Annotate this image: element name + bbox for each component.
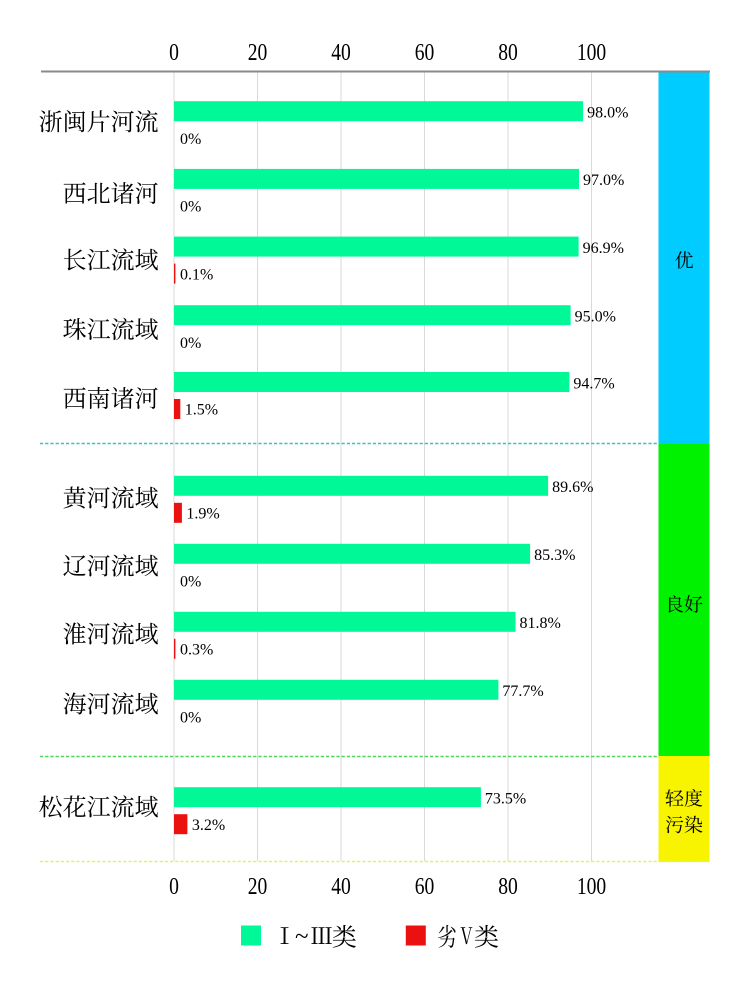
svg-text:0%: 0% [180, 199, 201, 216]
svg-text:40: 40 [331, 38, 351, 66]
svg-text:94.7%: 94.7% [573, 375, 614, 392]
svg-text:3.2%: 3.2% [192, 817, 225, 834]
svg-text:100: 100 [577, 872, 606, 900]
svg-text:~: ~ [295, 923, 309, 950]
svg-text:1.5%: 1.5% [185, 402, 218, 419]
svg-text:95.0%: 95.0% [575, 309, 616, 326]
svg-text:100: 100 [577, 38, 606, 66]
svg-text:81.8%: 81.8% [520, 615, 561, 632]
svg-text:20: 20 [248, 38, 268, 66]
svg-text:85.3%: 85.3% [534, 547, 575, 564]
svg-text:0.3%: 0.3% [180, 642, 213, 659]
svg-text:0: 0 [169, 38, 179, 66]
svg-text:80: 80 [498, 872, 518, 900]
svg-text:77.7%: 77.7% [502, 683, 543, 700]
svg-text:40: 40 [331, 872, 351, 900]
svg-text:73.5%: 73.5% [485, 791, 526, 808]
svg-text:0%: 0% [180, 574, 201, 591]
svg-text:80: 80 [498, 38, 518, 66]
svg-text:1.9%: 1.9% [186, 506, 219, 523]
svg-text:0.1%: 0.1% [180, 266, 213, 283]
svg-text:89.6%: 89.6% [552, 479, 593, 496]
svg-text:20: 20 [248, 872, 268, 900]
svg-text:0%: 0% [180, 131, 201, 148]
svg-text:0%: 0% [180, 710, 201, 727]
svg-text:0: 0 [169, 872, 179, 900]
svg-text:60: 60 [415, 872, 435, 900]
svg-text:0%: 0% [180, 335, 201, 352]
svg-text:97.0%: 97.0% [583, 172, 624, 189]
svg-text:96.9%: 96.9% [583, 240, 624, 257]
svg-text:98.0%: 98.0% [587, 105, 628, 122]
svg-text:60: 60 [415, 38, 435, 66]
